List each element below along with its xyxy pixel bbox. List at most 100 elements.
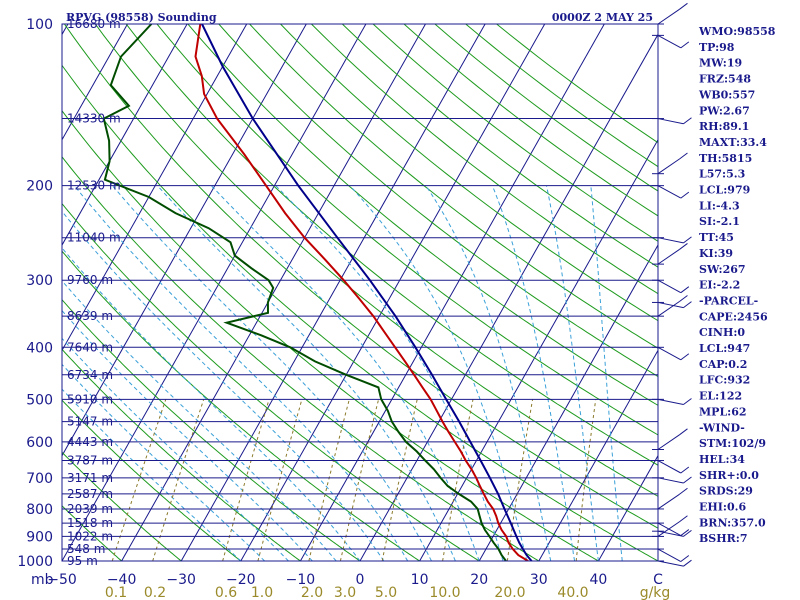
wind-barb-flag — [680, 286, 690, 294]
wind-barb-flag — [683, 236, 692, 244]
isotherm-line — [597, 454, 658, 561]
sounding-index: MPL:62 — [699, 405, 747, 418]
sounding-index: TT:45 — [699, 231, 734, 244]
sounding-index: RH:89.1 — [699, 120, 749, 133]
sounding-index: LCL:947 — [699, 342, 750, 355]
axis-labels: 16680 m 14330 m 12530 m 11040 m 9760 m 8639 m… — [17, 17, 775, 600]
pressure-tick-label: 400 — [26, 340, 53, 356]
wind-barb — [657, 398, 684, 406]
mixing-ratio-line — [111, 399, 167, 561]
wind-barb-flag — [680, 466, 690, 474]
isotherm-line — [419, 138, 658, 561]
dry-adiabat-line — [248, 24, 658, 349]
dry-adiabat-line — [156, 24, 658, 436]
height-label: 2587 m — [67, 487, 113, 501]
wind-barb — [657, 460, 682, 474]
temperature-tick-label: 0 — [356, 572, 365, 588]
temperature-tick-label: −40 — [107, 572, 137, 588]
sounding-index: SW:267 — [699, 263, 746, 276]
wind-barb — [657, 301, 680, 317]
temperature-tick-label: −50 — [47, 572, 77, 588]
sounding-index: SRDS:29 — [699, 485, 753, 498]
mixing-ratio-tick-label: 0.6 — [215, 585, 237, 600]
dry-adiabat-line — [125, 24, 658, 466]
sounding-index: SHR+:0.0 — [699, 469, 759, 482]
sounding-index: SI:-2.1 — [699, 215, 740, 228]
sounding-index: BRN:357.0 — [699, 516, 766, 529]
parcel-trace — [201, 24, 533, 561]
temperature-tick-label: −20 — [226, 572, 256, 588]
pressure-tick-label: 700 — [26, 471, 53, 487]
height-label: 1022 m — [67, 529, 113, 543]
height-label: 4443 m — [67, 435, 113, 449]
wind-barbs — [652, 2, 692, 567]
sounding-index: MAXT:33.4 — [699, 136, 767, 149]
height-label: 548 m — [67, 542, 105, 556]
wind-barb-flag — [679, 487, 688, 495]
height-label: 6734 m — [67, 368, 113, 382]
sounding-profiles — [102, 24, 533, 561]
station-title: RPVG (98558) Sounding — [66, 11, 217, 24]
wind-barb-flag — [680, 555, 690, 562]
pressure-tick-label: 800 — [26, 502, 53, 518]
wind-barb-flag — [683, 301, 692, 309]
pressure-tick-label: 300 — [26, 273, 53, 289]
wind-barb-flag — [679, 152, 688, 160]
height-label: 1518 m — [67, 516, 113, 530]
mixing-ratio-tick-label: 2.0 — [301, 585, 323, 600]
height-label: 5910 m — [67, 392, 113, 406]
wind-barb-flag — [679, 295, 688, 302]
isotherm-line — [62, 24, 188, 247]
sounding-index: EI:-2.2 — [699, 279, 740, 292]
sounding-index: CAP:0.2 — [699, 358, 747, 371]
wind-barb — [657, 249, 680, 265]
sounding-index: STM:102/9 — [699, 437, 766, 450]
isotherm-line — [538, 349, 658, 561]
wind-barb — [657, 34, 682, 49]
wind-barb-flag — [679, 243, 688, 250]
sounding-index: CAPE:2456 — [699, 310, 768, 323]
temperature-tick-label: 40 — [589, 572, 607, 588]
sounding-index: MW:19 — [699, 57, 742, 70]
sounding-index: KI:39 — [699, 247, 733, 260]
sounding-index: LI:-4.3 — [699, 199, 740, 212]
wind-barb-flag — [683, 398, 692, 405]
isotherm-line — [62, 24, 367, 561]
mixing-ratio-tick-label: 5.0 — [375, 585, 397, 600]
isotherm-line — [62, 24, 128, 141]
height-label: 11040 m — [67, 231, 121, 245]
height-label: 3171 m — [67, 471, 113, 485]
sounding-index: L57:5.3 — [699, 168, 745, 181]
dry-adiabat-line — [310, 24, 658, 295]
mixing-ratio-tick-label: 40.0 — [557, 585, 588, 600]
height-label: 2039 m — [67, 502, 113, 516]
dewpoint-trace — [102, 24, 507, 561]
wind-barb-flag — [683, 559, 692, 567]
isotherm-line — [62, 24, 307, 457]
sounding-index: HEL:34 — [699, 453, 745, 466]
moist-adiabat-line — [62, 280, 337, 561]
wind-barb — [657, 493, 680, 510]
wind-barb — [657, 530, 684, 537]
wind-barb — [657, 279, 682, 294]
temperature-tick-label: 10 — [411, 572, 429, 588]
height-label: 8639 m — [67, 309, 113, 323]
mixing-ratio-line — [308, 399, 350, 561]
sounding-index: TP:98 — [699, 41, 735, 54]
temperature-trace — [194, 24, 529, 561]
wind-barb — [657, 237, 684, 244]
mixing-ratio-tick-label: g/kg — [640, 585, 671, 600]
sounding-index: EL:122 — [699, 390, 742, 403]
dry-adiabat-line — [94, 24, 658, 497]
temperature-tick-label: −10 — [286, 572, 316, 588]
height-label: 5147 m — [67, 415, 113, 429]
sounding-index: WMO:98558 — [698, 25, 776, 38]
temperature-tick-label: 20 — [470, 572, 488, 588]
wind-barb — [657, 185, 682, 199]
isobars — [62, 23, 658, 562]
isotherm-line — [180, 24, 486, 561]
wind-barb-flag — [680, 353, 690, 361]
wind-barb-flag — [679, 515, 688, 523]
